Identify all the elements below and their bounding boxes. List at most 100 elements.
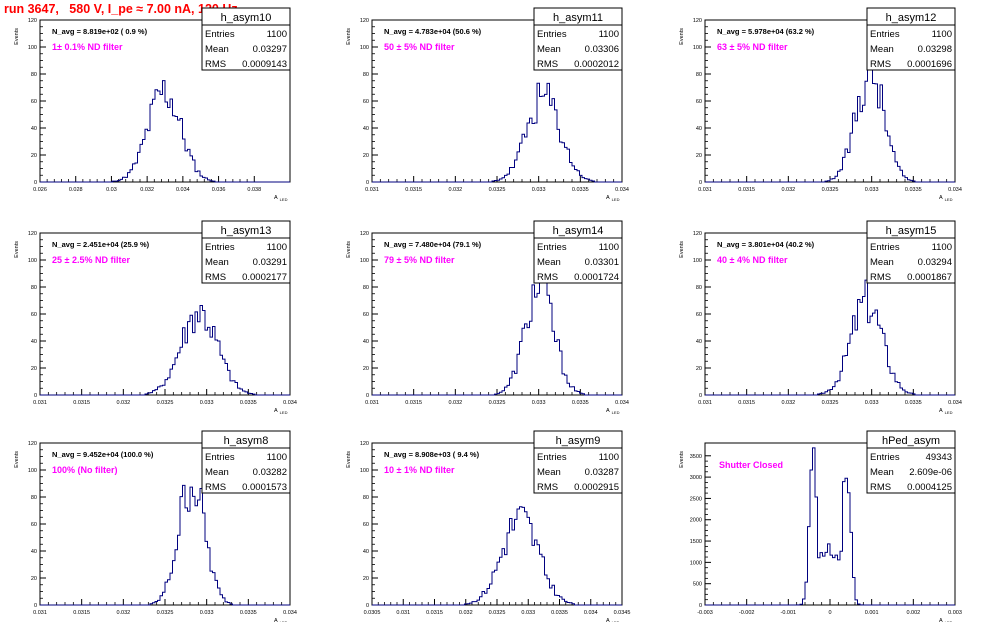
y-tick-label: 2500 — [690, 496, 702, 502]
panel-h_asym13: 0 20 40 60 80 100 120 0.031 0.0315 0.032 0.0325 0.0… — [14, 220, 297, 415]
x-axis-label-sub: LED — [945, 410, 953, 415]
stats-label: Entries — [870, 452, 900, 463]
histogram-name: h_asym8 — [224, 435, 269, 447]
y-tick-label: 120 — [360, 441, 369, 447]
stats-label: Entries — [870, 242, 900, 253]
x-axis-label-sub: LED — [945, 197, 953, 202]
stats-box — [201, 237, 291, 284]
x-tick-label: 0.026 — [33, 187, 47, 193]
navg-label: N_avg = 2.451e+04 (25.9 %) — [52, 240, 150, 249]
x-tick-label: 0.033 — [865, 187, 879, 193]
y-tick-label: 120 — [360, 18, 369, 24]
x-tick-label: 0.036 — [212, 187, 226, 193]
y-tick-label: 80 — [363, 285, 369, 291]
x-tick-label: -0.002 — [739, 610, 755, 616]
stats-label: Entries — [205, 452, 235, 463]
y-tick-label: 120 — [693, 231, 702, 237]
histogram-line — [40, 80, 290, 183]
y-tick-label: 0 — [366, 603, 369, 609]
y-tick-label: 0 — [699, 180, 702, 186]
y-tick-label: 100 — [28, 45, 37, 51]
stats-value: 0.0004125 — [907, 482, 952, 493]
panel-h_asym11: 0 20 40 60 80 100 120 0.031 0.0315 0.032 0.0325 0.0… — [346, 7, 629, 202]
x-tick-label: 0.034 — [283, 400, 297, 406]
stats-value: 1100 — [267, 242, 287, 253]
x-tick-label: 0.033 — [865, 400, 879, 406]
stats-value: 0.0001724 — [574, 272, 619, 283]
y-tick-label: 20 — [363, 366, 369, 372]
y-tick-label: 80 — [363, 72, 369, 78]
x-tick-label: 0.038 — [247, 187, 261, 193]
y-axis-label: Events — [679, 451, 685, 468]
stats-value: 1100 — [599, 29, 619, 40]
x-tick-label: 0.032 — [448, 400, 462, 406]
panel-hPed_asym: 0 500 1000 1500 2000 2500 3000 3500 -0.003 -0.002… — [679, 430, 962, 622]
y-tick-label: 80 — [363, 495, 369, 501]
x-tick-label: 0.031 — [365, 400, 379, 406]
x-tick-label: 0.0315 — [738, 400, 755, 406]
stats-box — [866, 447, 956, 494]
y-tick-label: 2000 — [690, 518, 702, 524]
stats-value: 0.03298 — [918, 44, 952, 55]
x-tick-label: 0.034 — [584, 610, 598, 616]
x-axis-label-sub: LED — [612, 197, 620, 202]
x-tick-label: 0.0325 — [489, 610, 506, 616]
panel-h_asym14: 0 20 40 60 80 100 120 0.031 0.0315 0.032 0.0325 0.0… — [346, 220, 629, 415]
histogram-name: h_asym13 — [221, 225, 272, 237]
y-tick-label: 100 — [360, 468, 369, 474]
stats-value: 0.03301 — [585, 257, 619, 268]
stats-value: 0.0002177 — [242, 272, 287, 283]
stats-value: 0.0001573 — [242, 482, 287, 493]
histogram-name: h_asym14 — [553, 225, 604, 237]
stats-label: Mean — [205, 44, 229, 55]
y-tick-label: 80 — [696, 72, 702, 78]
panel-h_asym8: 0 20 40 60 80 100 120 0.031 0.0315 0.032 0.0325 0.0… — [14, 430, 297, 622]
x-tick-label: 0.0335 — [240, 400, 257, 406]
x-tick-label: 0.031 — [698, 187, 712, 193]
panel-h_asym15: 0 20 40 60 80 100 120 0.031 0.0315 0.032 0.0325 0.0… — [679, 220, 962, 415]
histogram-name: hPed_asym — [882, 435, 940, 447]
y-tick-label: 100 — [360, 258, 369, 264]
y-tick-label: 120 — [28, 441, 37, 447]
histogram-line — [372, 82, 622, 183]
y-tick-label: 3000 — [690, 475, 702, 481]
y-tick-label: 0 — [34, 180, 37, 186]
stats-label: RMS — [537, 482, 558, 493]
histogram-line — [372, 272, 622, 396]
y-tick-label: 0 — [34, 603, 37, 609]
stats-box — [533, 447, 623, 494]
x-axis-label-sub: LED — [280, 410, 288, 415]
x-tick-label: -0.001 — [781, 610, 797, 616]
stats-value: 0.03282 — [253, 467, 287, 478]
x-tick-label: 0.031 — [365, 187, 379, 193]
stats-value: 1100 — [932, 29, 952, 40]
x-tick-label: 0.0335 — [551, 610, 568, 616]
x-tick-label: 0.033 — [532, 187, 546, 193]
y-tick-label: 40 — [363, 339, 369, 345]
y-tick-label: 20 — [696, 366, 702, 372]
x-tick-label: 0.0325 — [157, 400, 174, 406]
stats-label: Entries — [870, 29, 900, 40]
stats-value: 0.03287 — [585, 467, 619, 478]
y-tick-label: 1500 — [690, 539, 702, 545]
stats-label: Mean — [205, 257, 229, 268]
x-tick-label: 0.033 — [521, 610, 535, 616]
histogram-line — [372, 506, 622, 606]
x-tick-label: 0.03 — [106, 187, 117, 193]
stats-value: 2.609e-06 — [909, 467, 952, 478]
histogram-name: h_asym10 — [221, 12, 272, 24]
stats-label: RMS — [537, 59, 558, 70]
x-tick-label: 0.0315 — [73, 610, 90, 616]
stats-value: 1100 — [932, 242, 952, 253]
x-tick-label: 0 — [828, 610, 831, 616]
y-tick-label: 20 — [363, 153, 369, 159]
stats-label: Mean — [870, 44, 894, 55]
y-tick-label: 60 — [31, 522, 37, 528]
stats-value: 0.03297 — [253, 44, 287, 55]
histogram-line — [705, 52, 955, 183]
y-axis-label: Events — [14, 451, 20, 468]
filter-annotation: 1± 0.1% ND filter — [52, 42, 123, 52]
